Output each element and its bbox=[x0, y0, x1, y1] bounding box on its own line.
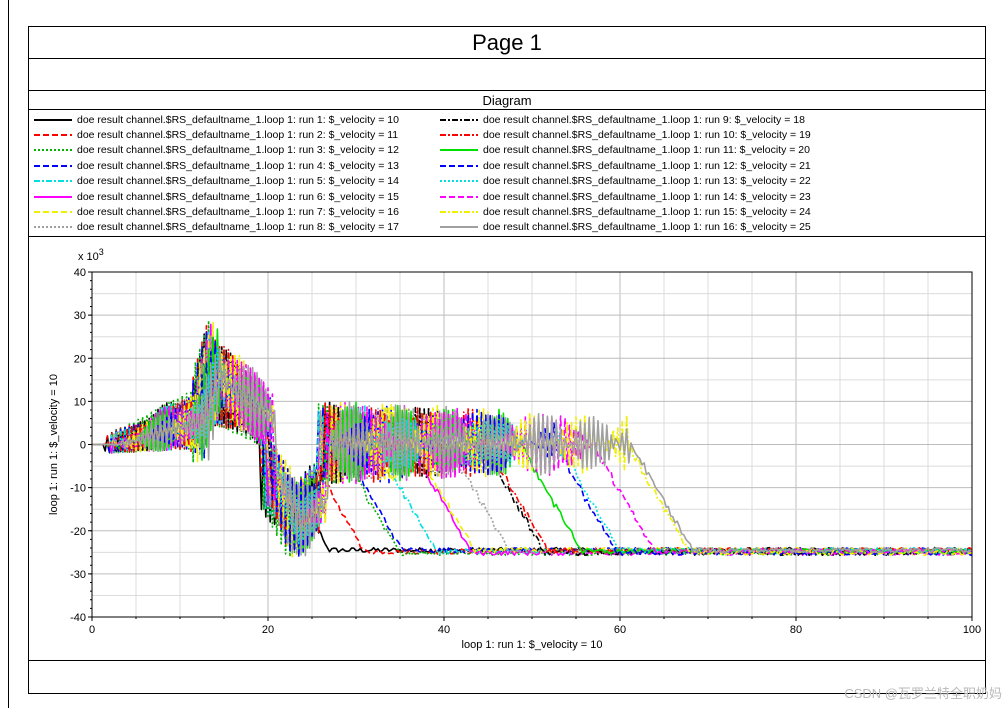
x-tick-label: 40 bbox=[438, 624, 450, 636]
legend-label: doe result channel.$RS_defaultname_1.loo… bbox=[483, 206, 811, 219]
legend-column-left: doe result channel.$RS_defaultname_1.loo… bbox=[33, 112, 399, 235]
legend-label: doe result channel.$RS_defaultname_1.loo… bbox=[483, 190, 811, 203]
x-tick-label: 80 bbox=[790, 624, 802, 636]
y-tick-label: 10 bbox=[74, 396, 86, 408]
empty-header-row bbox=[28, 58, 986, 91]
legend-item: doe result channel.$RS_defaultname_1.loo… bbox=[33, 143, 399, 158]
y-tick-label: 30 bbox=[74, 310, 86, 322]
empty-footer-row bbox=[28, 660, 986, 694]
legend-swatch bbox=[440, 180, 478, 183]
y-tick-label: -40 bbox=[70, 612, 86, 624]
legend-item: doe result channel.$RS_defaultname_1.loo… bbox=[33, 158, 399, 173]
x-tick-label: 100 bbox=[963, 624, 981, 636]
legend-swatch bbox=[34, 118, 72, 121]
legend-item: doe result channel.$RS_defaultname_1.loo… bbox=[439, 220, 811, 235]
legend-label: doe result channel.$RS_defaultname_1.loo… bbox=[77, 113, 399, 126]
legend-item: doe result channel.$RS_defaultname_1.loo… bbox=[439, 127, 811, 142]
legend-item: doe result channel.$RS_defaultname_1.loo… bbox=[33, 174, 399, 189]
legend-label: doe result channel.$RS_defaultname_1.loo… bbox=[77, 206, 399, 219]
diagram-title: Diagram bbox=[28, 90, 986, 110]
legend-item: doe result channel.$RS_defaultname_1.loo… bbox=[439, 174, 811, 189]
y-multiplier-exponent: 3 bbox=[99, 247, 104, 257]
x-tick-label: 0 bbox=[89, 624, 95, 636]
legend-label: doe result channel.$RS_defaultname_1.loo… bbox=[483, 129, 811, 142]
legend-item: doe result channel.$RS_defaultname_1.loo… bbox=[439, 158, 811, 173]
y-tick-label: -20 bbox=[70, 526, 86, 538]
legend-swatch bbox=[440, 164, 478, 167]
legend-label: doe result channel.$RS_defaultname_1.loo… bbox=[77, 175, 399, 188]
legend-swatch bbox=[34, 211, 72, 214]
legend-label: doe result channel.$RS_defaultname_1.loo… bbox=[77, 190, 399, 203]
legend-swatch bbox=[440, 118, 478, 121]
series-line bbox=[92, 346, 973, 554]
legend-item: doe result channel.$RS_defaultname_1.loo… bbox=[33, 112, 399, 127]
legend-item: doe result channel.$RS_defaultname_1.loo… bbox=[33, 127, 399, 142]
legend-swatch bbox=[34, 164, 72, 167]
page-edge-line bbox=[8, 0, 9, 708]
y-tick-label: 40 bbox=[74, 267, 86, 279]
legend-swatch bbox=[34, 180, 72, 183]
legend-item: doe result channel.$RS_defaultname_1.loo… bbox=[33, 220, 399, 235]
legend-label: doe result channel.$RS_defaultname_1.loo… bbox=[483, 113, 805, 126]
x-tick-label: 20 bbox=[262, 624, 274, 636]
legend-item: doe result channel.$RS_defaultname_1.loo… bbox=[439, 143, 811, 158]
legend-label: doe result channel.$RS_defaultname_1.loo… bbox=[483, 221, 811, 234]
legend-item: doe result channel.$RS_defaultname_1.loo… bbox=[439, 189, 811, 204]
legend-swatch bbox=[440, 211, 478, 214]
series-line bbox=[92, 336, 973, 557]
chart-legend: doe result channel.$RS_defaultname_1.loo… bbox=[28, 109, 986, 237]
legend-swatch bbox=[440, 134, 478, 137]
legend-label: doe result channel.$RS_defaultname_1.loo… bbox=[483, 144, 810, 157]
x-axis-label: loop 1: run 1: $_velocity = 10 bbox=[462, 639, 603, 651]
legend-swatch bbox=[34, 226, 72, 229]
legend-swatch bbox=[440, 149, 478, 152]
legend-label: doe result channel.$RS_defaultname_1.loo… bbox=[483, 159, 811, 172]
series-line bbox=[92, 348, 973, 557]
plot-panel: 0 20 40 60 80 100 40 30 20 10 0 -10 -20 -30 -40 x 103 lo… bbox=[28, 236, 986, 661]
legend-column-right: doe result channel.$RS_defaultname_1.loo… bbox=[439, 112, 811, 235]
legend-label: doe result channel.$RS_defaultname_1.loo… bbox=[77, 129, 399, 142]
legend-label: doe result channel.$RS_defaultname_1.loo… bbox=[77, 159, 399, 172]
legend-swatch bbox=[34, 134, 72, 137]
y-axis-label: loop 1: run 1: $_velocity = 10 bbox=[48, 374, 60, 515]
series-line bbox=[92, 338, 973, 554]
y-multiplier-base: x 10 bbox=[78, 251, 99, 263]
legend-swatch bbox=[440, 195, 478, 198]
legend-label: doe result channel.$RS_defaultname_1.loo… bbox=[77, 221, 399, 234]
legend-item: doe result channel.$RS_defaultname_1.loo… bbox=[439, 112, 811, 127]
y-tick-label: -30 bbox=[70, 569, 86, 581]
legend-swatch bbox=[34, 149, 72, 152]
legend-item: doe result channel.$RS_defaultname_1.loo… bbox=[439, 204, 811, 219]
watermark-text: CSDN @瓦罗兰特全职奶妈 bbox=[844, 686, 1002, 701]
y-tick-label: 20 bbox=[74, 353, 86, 365]
y-tick-label: -10 bbox=[70, 483, 86, 495]
legend-item: doe result channel.$RS_defaultname_1.loo… bbox=[33, 189, 399, 204]
legend-label: doe result channel.$RS_defaultname_1.loo… bbox=[77, 144, 399, 157]
legend-swatch bbox=[34, 195, 72, 198]
x-tick-label: 60 bbox=[614, 624, 626, 636]
series-line bbox=[92, 321, 973, 558]
legend-item: doe result channel.$RS_defaultname_1.loo… bbox=[33, 204, 399, 219]
legend-swatch bbox=[440, 226, 478, 229]
y-multiplier-label: x 103 bbox=[78, 247, 104, 263]
page-title: Page 1 bbox=[28, 26, 986, 59]
legend-label: doe result channel.$RS_defaultname_1.loo… bbox=[483, 175, 811, 188]
y-tick-label: 0 bbox=[80, 440, 86, 452]
